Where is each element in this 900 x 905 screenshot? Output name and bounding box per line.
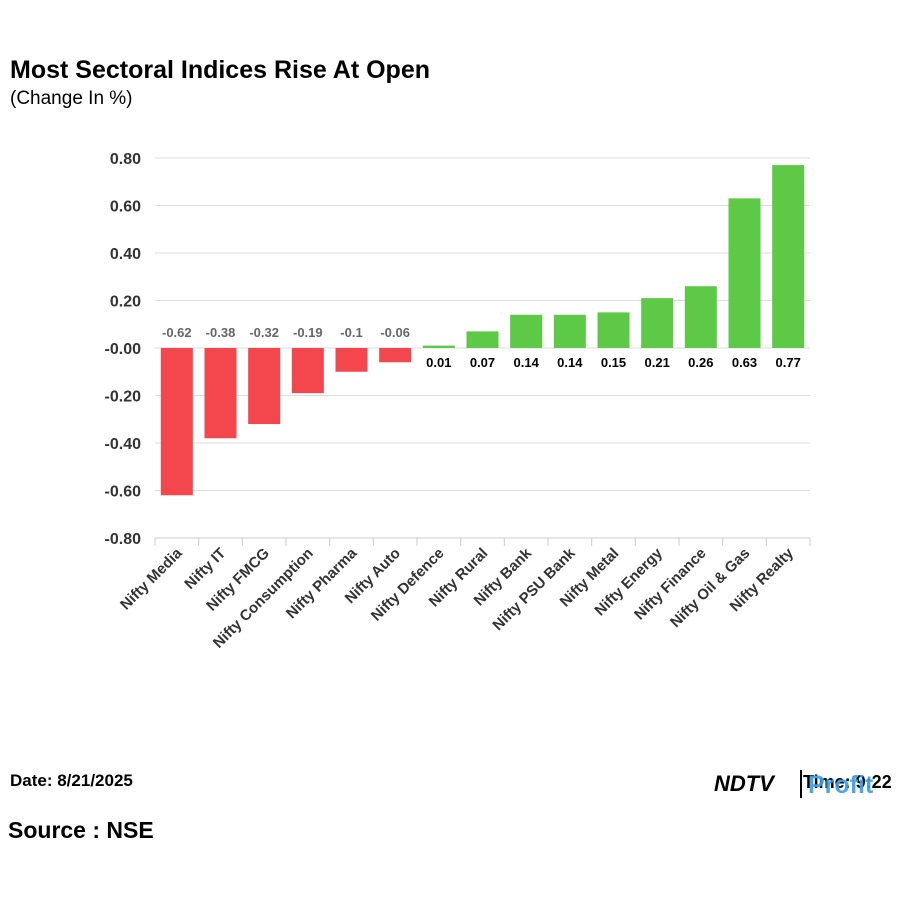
bar [160, 348, 193, 496]
bar [684, 286, 717, 348]
bar [597, 312, 630, 348]
value-label: 0.07 [470, 355, 495, 370]
value-label: -0.06 [380, 325, 410, 340]
value-label: -0.19 [293, 325, 323, 340]
value-label: -0.32 [249, 325, 279, 340]
bar [728, 198, 761, 348]
bar [510, 314, 543, 348]
value-label: 0.63 [732, 355, 757, 370]
y-tick-label: -0.20 [105, 389, 142, 406]
value-label: 0.01 [426, 355, 451, 370]
y-tick-label: 0.40 [110, 246, 141, 263]
bar [641, 298, 674, 348]
bar [248, 348, 281, 424]
chart-title: Most Sectoral Indices Rise At Open [10, 56, 430, 84]
y-tick-label: -0.00 [105, 341, 142, 358]
value-label: -0.1 [340, 325, 362, 340]
x-tick-label: Nifty Oil & Gas [667, 545, 753, 631]
y-tick-label: 0.60 [110, 199, 141, 216]
source: Source : NSE [8, 817, 154, 843]
bar [772, 165, 805, 348]
y-tick-label: -0.40 [105, 436, 142, 453]
logo-brand: NDTV [714, 771, 776, 796]
y-tick-label: 0.80 [110, 151, 141, 168]
value-label: 0.14 [514, 355, 540, 370]
bar [204, 348, 237, 439]
logo-product: Profit [808, 771, 874, 799]
bar [291, 348, 324, 394]
y-tick-label: -0.60 [105, 484, 142, 501]
x-tick-label: Nifty Media [117, 544, 186, 613]
value-label: 0.77 [776, 355, 801, 370]
y-tick-label: -0.80 [105, 531, 142, 548]
value-label: -0.62 [162, 325, 192, 340]
y-tick-label: 0.20 [110, 294, 141, 311]
bar [422, 345, 455, 348]
time: Time: 9:22 [803, 772, 892, 792]
value-label: -0.38 [206, 325, 236, 340]
chart-subtitle: (Change In %) [10, 88, 133, 109]
value-label: 0.21 [645, 355, 670, 370]
value-label: 0.26 [688, 355, 713, 370]
value-label: 0.15 [601, 355, 626, 370]
value-label: 0.14 [557, 355, 583, 370]
date: Date: 8/21/2025 [10, 771, 133, 790]
bar [335, 348, 368, 372]
bar [379, 348, 412, 363]
bar [466, 331, 499, 348]
bar [553, 314, 586, 348]
